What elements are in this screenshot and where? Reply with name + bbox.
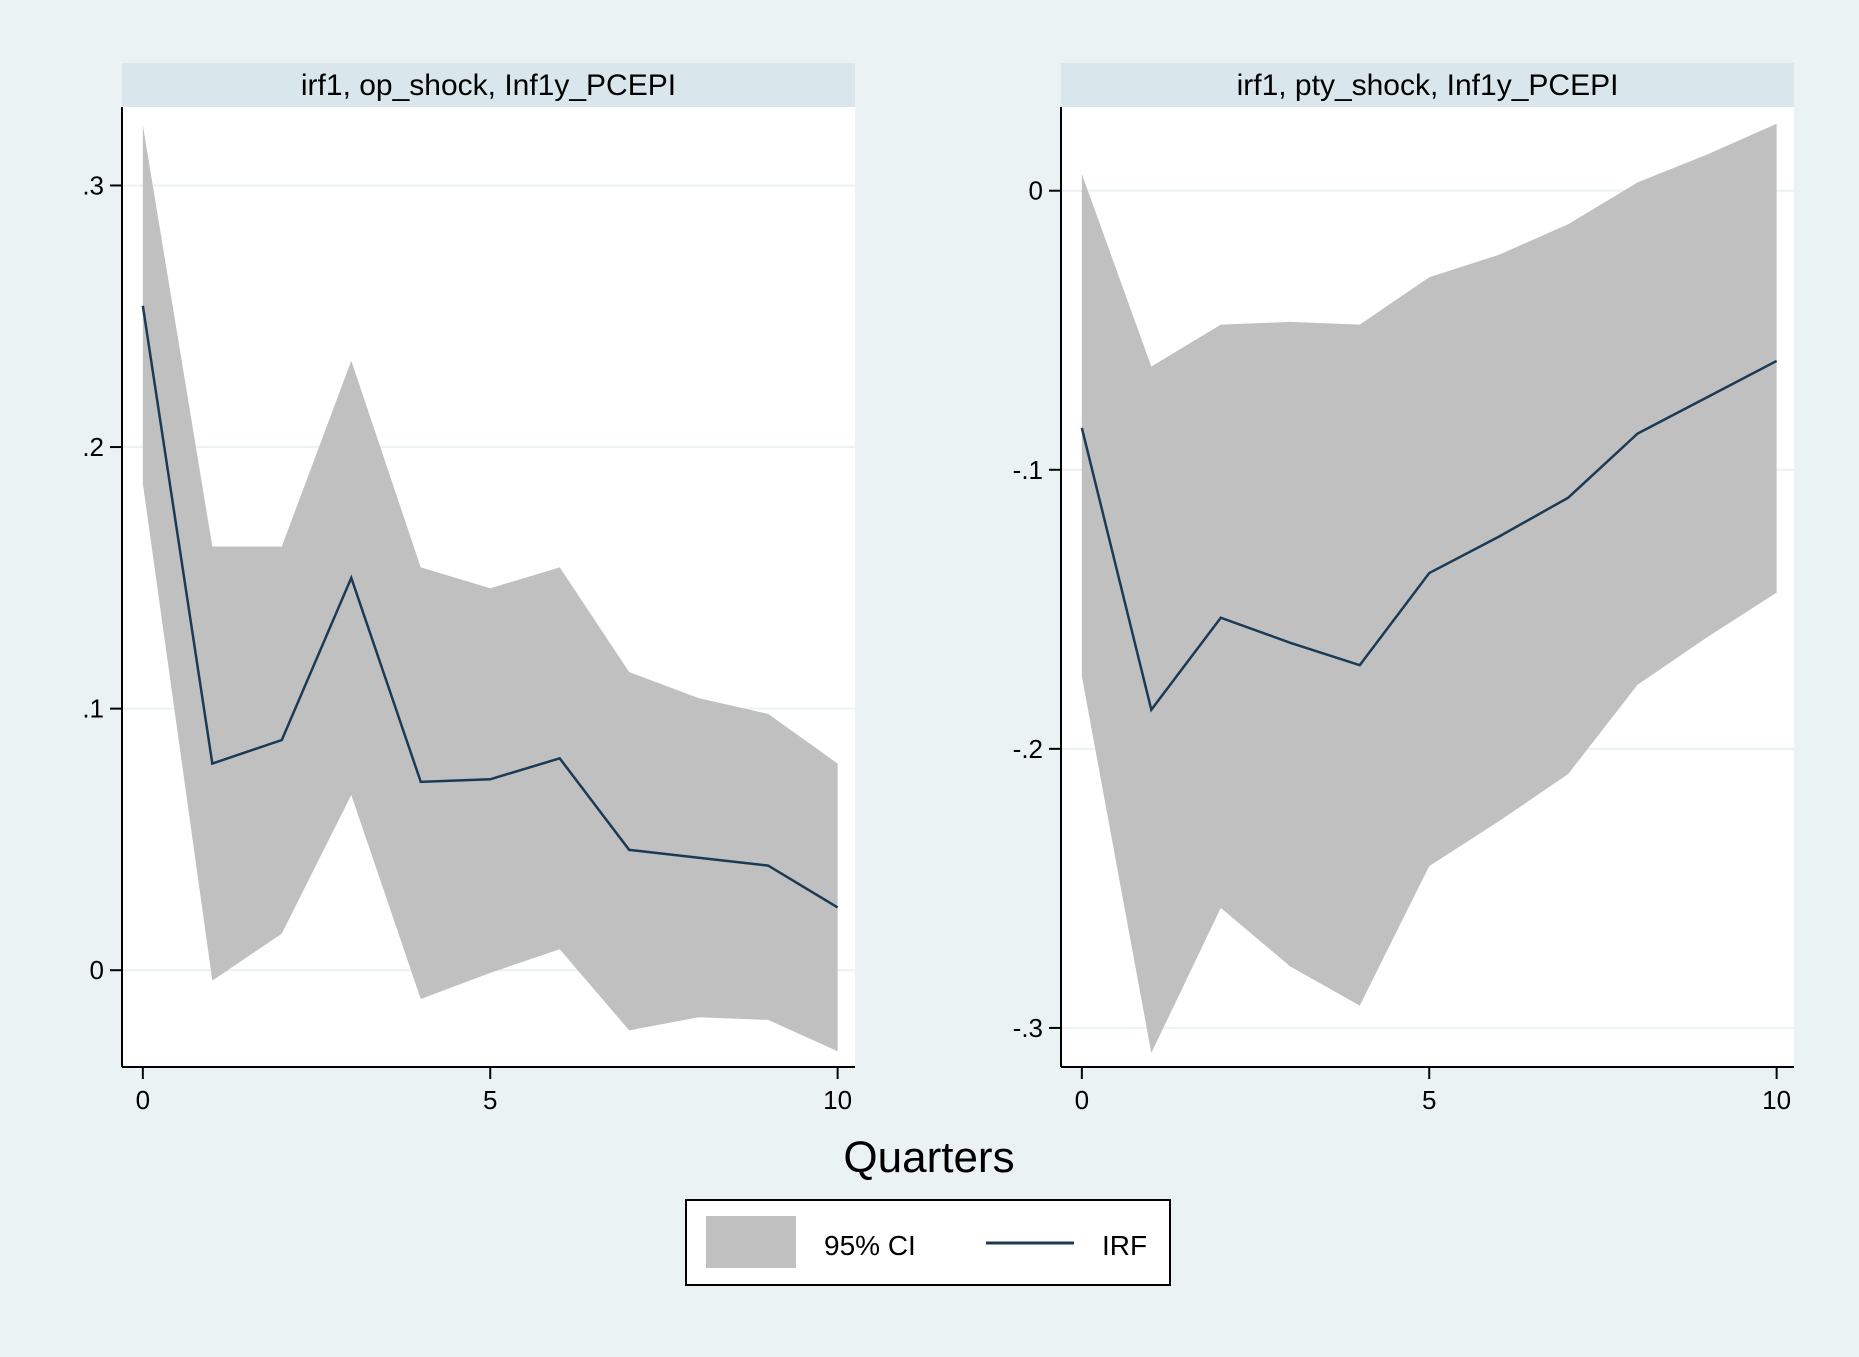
x-tick-label: 5	[483, 1085, 497, 1115]
ci-band	[1081, 123, 1777, 1054]
y-tick-label: -.3	[1013, 1013, 1043, 1043]
y-tick-label: 0	[90, 955, 104, 985]
panel-title: irf1, pty_shock, Inf1y_PCEPI	[1237, 69, 1619, 102]
y-tick-label: .3	[82, 170, 104, 200]
irf-line	[141, 305, 839, 909]
legend-swatch-ci	[706, 1216, 796, 1268]
panel-title: irf1, op_shock, Inf1y_PCEPI	[301, 69, 676, 102]
panel-pty-shock: irf1, pty_shock, Inf1y_PCEPI 0 -.1 -.2 -.3 0 5…	[1013, 63, 1794, 1115]
legend-label-ci: 95% CI	[824, 1230, 916, 1261]
irf-line	[1080, 359, 1778, 713]
legend: 95% CI IRF	[685, 1199, 1171, 1286]
x-tick-label: 5	[1422, 1085, 1436, 1115]
y-tick-label: 0	[1029, 176, 1043, 206]
x-tick-label: 0	[136, 1085, 150, 1115]
panel-op-shock: irf1, op_shock, Inf1y_PCEPI 0 .1 .2 .3 0 5 10	[82, 63, 855, 1115]
x-tick-label: 0	[1075, 1085, 1089, 1115]
x-tick-label: 10	[823, 1085, 852, 1115]
y-tick-label: -.1	[1013, 455, 1043, 485]
panel-title-strip	[122, 63, 855, 107]
y-tick-label: .1	[82, 694, 104, 724]
y-tick-label: -.2	[1013, 734, 1043, 764]
panel-title-strip	[1061, 63, 1794, 107]
x-tick-label: 10	[1762, 1085, 1791, 1115]
legend-label-irf: IRF	[1102, 1230, 1147, 1261]
ci-band	[142, 125, 838, 1052]
y-tick-label: .2	[82, 432, 104, 462]
x-axis-label: Quarters	[843, 1133, 1014, 1182]
